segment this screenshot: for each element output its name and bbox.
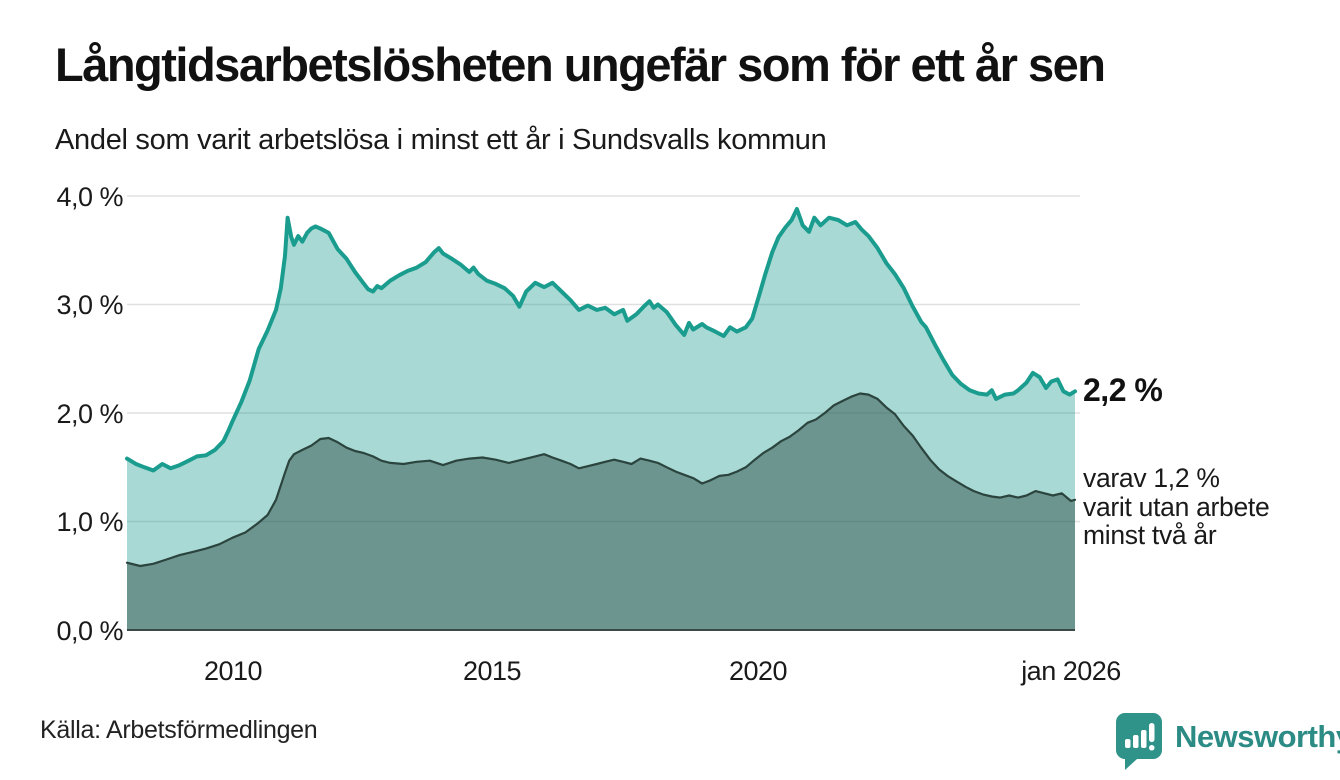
source-credit: Källa: Arbetsförmedlingen [40, 716, 318, 744]
newsworthy-brand-link[interactable]: Newsworthy [1115, 712, 1340, 770]
y-tick-1: 1,0 % [56, 507, 123, 537]
page-subtitle: Andel som varit arbetslösa i minst ett å… [55, 124, 827, 156]
x-tick-jan-2026: jan 2026 [1021, 656, 1121, 686]
newsworthy-brand-text: Newsworthy [1175, 719, 1340, 754]
x-tick-2015: 2015 [462, 656, 522, 686]
y-tick-0: 0,0 % [56, 616, 123, 646]
y-tick-4: 4,0 % [56, 182, 123, 212]
secondary-series-label-line3: minst två år [1083, 520, 1217, 550]
newsworthy-logo-icon [1115, 712, 1165, 775]
x-tick-2010: 2010 [203, 656, 263, 686]
secondary-series-label-line1: varav 1,2 % [1083, 463, 1220, 493]
y-tick-3: 3,0 % [56, 290, 123, 320]
latest-value-label: 2,2 % [1083, 372, 1163, 408]
page-title: Långtidsarbetslösheten ungefär som för e… [55, 38, 1106, 91]
secondary-series-label: varav 1,2 % varit utan arbete minst två … [1083, 463, 1270, 550]
y-tick-2: 2,0 % [56, 399, 123, 429]
x-tick-2020: 2020 [728, 656, 788, 686]
secondary-series-label-line2: varit utan arbete [1083, 491, 1270, 522]
